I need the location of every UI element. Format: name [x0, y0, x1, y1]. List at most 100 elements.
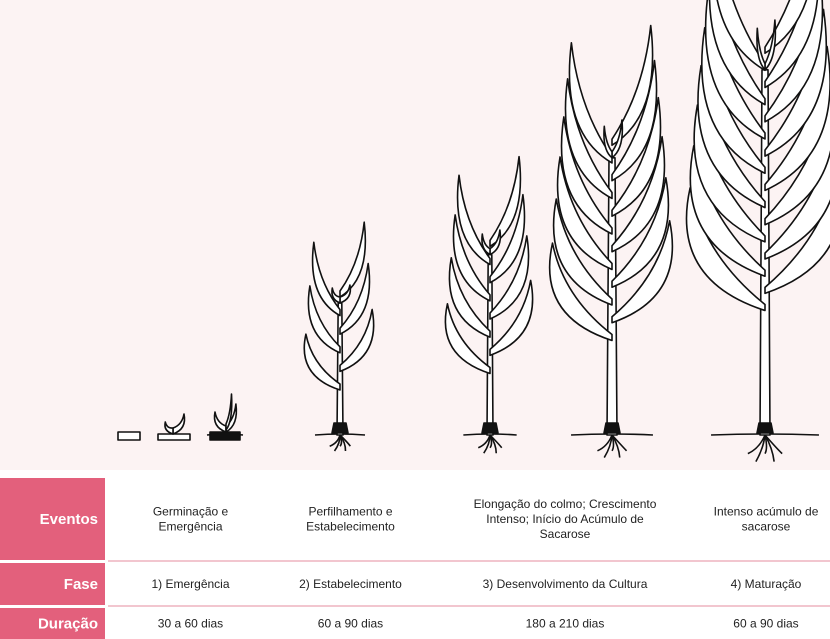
leaf — [603, 125, 613, 159]
leaf — [331, 287, 341, 304]
leaf — [764, 142, 830, 260]
leaf — [552, 198, 613, 306]
seed-cutting — [209, 431, 241, 441]
root — [764, 434, 783, 455]
cell-background — [273, 478, 428, 560]
cell-background — [702, 563, 830, 605]
leaf — [708, 0, 766, 106]
cell-line: 1) Emergência — [151, 577, 229, 591]
cell-text: 60 a 90 dias — [318, 617, 383, 631]
leaf — [339, 221, 367, 298]
row-header: Eventos — [40, 511, 98, 528]
cell-line: Estabelecimento — [306, 520, 395, 534]
cell-background — [431, 563, 699, 605]
phase-table: Eventos Germinação e Emergência Perfilhamen… — [0, 478, 830, 639]
leaf — [303, 333, 341, 391]
cell-background — [108, 608, 273, 639]
leaf — [701, 27, 766, 175]
leaf — [489, 235, 530, 320]
leaf — [481, 233, 491, 256]
leaf — [764, 45, 830, 192]
leaf — [311, 241, 341, 317]
leaf — [172, 413, 186, 435]
leaf — [611, 59, 658, 182]
leaf — [611, 176, 670, 289]
node — [331, 422, 349, 434]
row-header: Duração — [38, 616, 98, 633]
cell-text: 180 a 210 dias — [526, 617, 605, 631]
leaf — [339, 284, 352, 304]
cell-line: Sacarose — [540, 527, 591, 541]
cell-line: 30 a 60 dias — [158, 617, 223, 631]
leaf — [611, 135, 666, 253]
cell-text: 4) Maturação — [731, 577, 802, 591]
row-header-cell — [0, 563, 105, 605]
cell-line: Intenso acúmulo de — [714, 505, 819, 519]
cell-line: 60 a 90 dias — [733, 617, 798, 631]
leaf — [764, 8, 827, 157]
cell-text: 30 a 60 dias — [158, 617, 223, 631]
cell-line: Elongação do colmo; Crescimento — [474, 497, 657, 511]
leaf — [548, 242, 613, 342]
leaf — [489, 193, 526, 284]
root — [339, 434, 351, 447]
cell-background — [431, 608, 699, 639]
cell-text: 3) Desenvolvimento da Cultura — [483, 577, 648, 591]
leaf — [716, 0, 766, 72]
cell-background — [702, 478, 830, 560]
cell-background — [273, 608, 428, 639]
cell-background — [431, 478, 699, 560]
leaf — [489, 229, 502, 256]
leaf — [225, 393, 233, 431]
cell-text: 2) Estabelecimento — [299, 577, 402, 591]
cell-background — [273, 563, 428, 605]
leaf — [764, 19, 777, 71]
cell-background — [702, 608, 830, 639]
leaf — [452, 214, 491, 302]
root — [489, 434, 503, 449]
cell-line: Germinação e — [153, 505, 229, 519]
leaf — [448, 256, 491, 338]
cell-line: 3) Desenvolvimento da Cultura — [483, 577, 648, 591]
cell-line: sacarose — [742, 520, 791, 534]
leaf — [611, 24, 654, 146]
cell-line: Perfilhamento e — [308, 505, 392, 519]
leaf — [611, 119, 624, 159]
leaf — [611, 220, 674, 324]
plants — [117, 0, 830, 462]
node — [481, 422, 499, 434]
seed-cutting — [157, 433, 191, 441]
leaf — [164, 421, 174, 435]
node — [603, 422, 621, 434]
node — [756, 422, 774, 434]
cell-text: Intenso acúmulo de sacarose — [714, 505, 819, 534]
leaf — [764, 85, 830, 226]
leaf — [556, 156, 613, 271]
cell-background — [108, 563, 273, 605]
cell-text: Perfilhamento e Estabelecimento — [306, 505, 395, 534]
leaf — [611, 96, 662, 218]
leaf — [456, 174, 491, 266]
cell-text: Germinação e Emergência — [153, 505, 229, 534]
leaf — [307, 285, 341, 354]
leaf — [564, 78, 613, 200]
root — [611, 434, 628, 452]
leaf — [764, 193, 830, 295]
leaf — [444, 303, 491, 375]
cell-text: Elongação do colmo; Crescimento Intenso; … — [474, 497, 657, 541]
cell-line: Emergência — [158, 520, 222, 534]
leaf — [756, 27, 766, 71]
leaf — [489, 155, 522, 248]
cell-line: 4) Maturação — [731, 577, 802, 591]
leaf — [213, 411, 227, 433]
leaf — [489, 279, 534, 357]
row-header-cell — [0, 608, 105, 639]
row-header-cell — [0, 478, 105, 560]
leaf — [764, 0, 819, 89]
cell-line: 60 a 90 dias — [318, 617, 383, 631]
cell-line: Intenso; Início do Acúmulo de — [486, 512, 644, 526]
cell-text: 60 a 90 dias — [733, 617, 798, 631]
leaf — [339, 308, 375, 373]
cell-text: 1) Emergência — [151, 577, 229, 591]
